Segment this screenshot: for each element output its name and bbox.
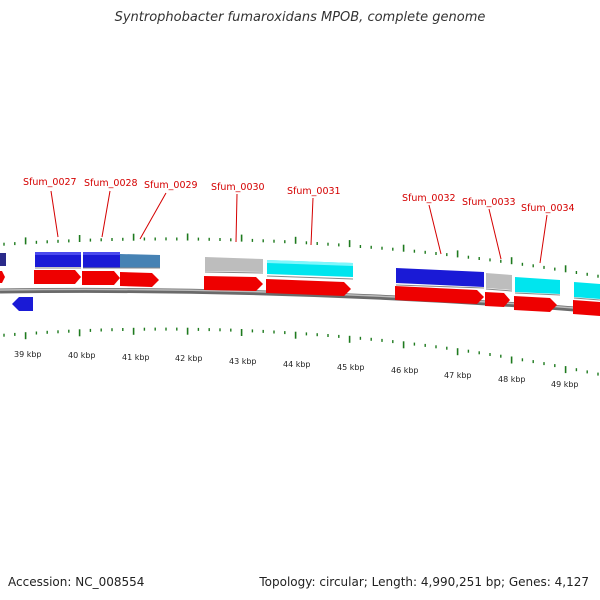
map-title: Syntrophobacter fumaroxidans MPOB, compl… <box>114 10 486 25</box>
kbp-label: 42 kbp <box>175 354 203 363</box>
gene-label-sfum-0030[interactable]: Sfum_0030 <box>211 182 265 193</box>
gene-label-sfum-0034[interactable]: Sfum_0034 <box>521 203 575 214</box>
gene-label-sfum-0031[interactable]: Sfum_0031 <box>287 186 341 197</box>
kbp-label: 43 kbp <box>229 357 257 366</box>
separator-lines <box>35 267 600 301</box>
category-bar-partial[interactable] <box>0 253 6 266</box>
cds-forward-track <box>0 270 600 316</box>
cds-arrow-sfum-0031[interactable] <box>266 279 351 296</box>
cds-arrow-partial[interactable] <box>573 300 600 316</box>
kbp-label: 39 kbp <box>14 350 42 359</box>
gene-label-sfum-0032[interactable]: Sfum_0032 <box>402 193 456 204</box>
reverse-strand-track <box>12 297 33 311</box>
cds-arrow-sfum-0033[interactable] <box>485 292 510 307</box>
category-bar-highlight <box>35 252 81 255</box>
cds-arrow-sfum-0027[interactable] <box>34 270 81 284</box>
category-bar-sfum-0034[interactable] <box>515 277 560 294</box>
kbp-label: 44 kbp <box>283 360 311 369</box>
category-bar-sfum-0028[interactable] <box>83 252 120 268</box>
cds-arrow-sfum-0034[interactable] <box>514 296 557 312</box>
kbp-label: 48 kbp <box>498 375 526 384</box>
kbp-label: 49 kbp <box>551 380 579 389</box>
cds-arrow-sfum-0029[interactable] <box>120 272 159 287</box>
category-bar-partial[interactable] <box>574 282 600 299</box>
kbp-label: 47 kbp <box>444 371 472 380</box>
gene-label-sfum-0029[interactable]: Sfum_0029 <box>144 180 198 191</box>
category-bar-sfum-0029[interactable] <box>120 254 160 268</box>
kbp-label: 45 kbp <box>337 363 365 372</box>
category-bar-sfum-0032[interactable] <box>396 268 484 287</box>
kbp-label: 46 kbp <box>391 366 419 375</box>
cds-arrow-sfum-0028[interactable] <box>82 271 120 285</box>
cds-arrow-partial[interactable] <box>0 271 5 283</box>
lower-tick-row <box>3 327 599 376</box>
cds-arrow-sfum-0030[interactable] <box>204 276 263 291</box>
category-bar-highlight <box>83 252 120 255</box>
category-bar-sfum-0027[interactable] <box>35 252 81 267</box>
gene-label-sfum-0028[interactable]: Sfum_0028 <box>84 178 138 189</box>
gene-labels: Sfum_0027 Sfum_0028 Sfum_0029 Sfum_0030 … <box>23 177 575 214</box>
kbp-label: 40 kbp <box>68 351 96 360</box>
kbp-scale: 39 kbp 40 kbp 41 kbp 42 kbp 43 kbp 44 kb… <box>14 350 579 389</box>
topology-text: Topology: circular; Length: 4,990,251 bp… <box>259 575 589 589</box>
reverse-arrow[interactable] <box>12 297 33 311</box>
gene-label-sfum-0033[interactable]: Sfum_0033 <box>462 197 516 208</box>
kbp-label: 41 kbp <box>122 353 150 362</box>
category-bar-sfum-0033[interactable] <box>486 273 512 290</box>
upper-tick-row <box>3 233 599 278</box>
accession-text: Accession: NC_008554 <box>8 575 145 589</box>
cds-arrow-sfum-0032[interactable] <box>395 286 484 304</box>
category-bars <box>0 252 600 299</box>
gene-label-leaders <box>50 190 548 264</box>
category-bar-sfum-0030[interactable] <box>205 257 263 272</box>
gene-label-sfum-0027[interactable]: Sfum_0027 <box>23 177 77 188</box>
category-bar-highlight <box>267 260 353 266</box>
